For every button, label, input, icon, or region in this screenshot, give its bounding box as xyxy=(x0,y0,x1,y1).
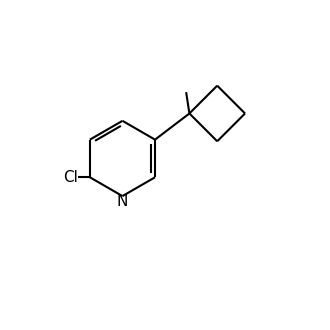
Text: Cl: Cl xyxy=(63,170,78,185)
Text: N: N xyxy=(117,194,128,210)
